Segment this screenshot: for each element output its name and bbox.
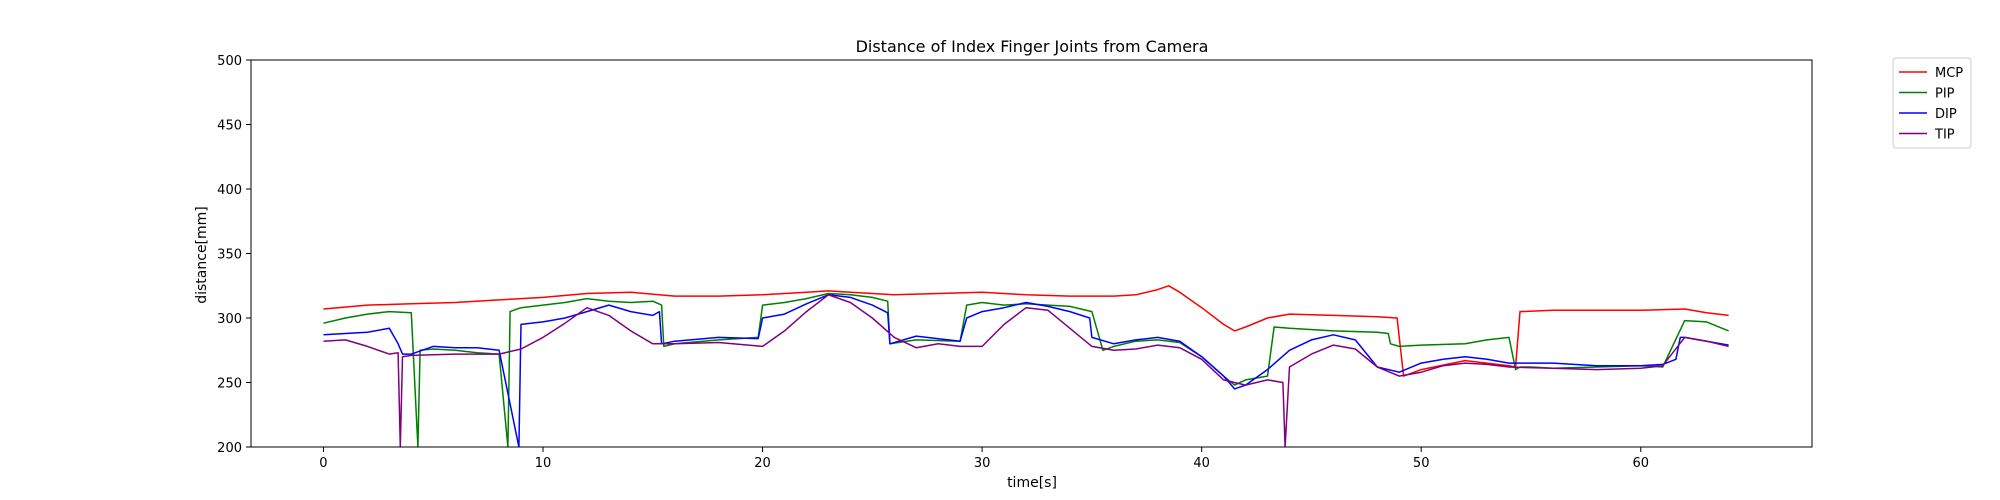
x-tick-label: 30 — [974, 456, 991, 471]
plot-frame — [250, 59, 1813, 448]
y-tick-label: 350 — [217, 248, 242, 263]
series-line-dip — [323, 294, 1729, 447]
y-tick-label: 450 — [217, 119, 242, 134]
y-tick-label: 250 — [217, 377, 242, 392]
x-tick-label: 20 — [754, 456, 771, 471]
x-axis-label: time[s] — [1007, 475, 1057, 491]
legend-label-mcp: MCP — [1935, 66, 1963, 81]
legend-label-tip: TIP — [1934, 128, 1955, 143]
y-tick-label: 200 — [217, 441, 242, 456]
series-line-pip — [323, 292, 1729, 447]
y-axis-label: distance[mm] — [194, 206, 210, 304]
y-tick-label: 300 — [217, 312, 242, 327]
legend-box — [1892, 57, 1972, 149]
legend: MCP PIP DIP TIP — [1892, 57, 1972, 149]
x-tick-label: 0 — [319, 456, 327, 471]
x-tick-label: 40 — [1193, 456, 1210, 471]
x-tick-label: 50 — [1413, 456, 1430, 471]
x-tick-label: 60 — [1632, 456, 1649, 471]
chart-title: Distance of Index Finger Joints from Cam… — [856, 37, 1209, 56]
legend-label-pip: PIP — [1935, 87, 1955, 102]
series-layer — [323, 285, 1729, 447]
y-tick-label: 500 — [217, 54, 242, 69]
legend-label-dip: DIP — [1935, 107, 1957, 122]
y-tick-label: 400 — [217, 183, 242, 198]
series-line-tip — [323, 294, 1729, 447]
x-tick-label: 10 — [535, 456, 552, 471]
axes-layer: 0 10 20 30 40 50 60 200 250 300 350 400 450 500 — [217, 54, 1813, 471]
